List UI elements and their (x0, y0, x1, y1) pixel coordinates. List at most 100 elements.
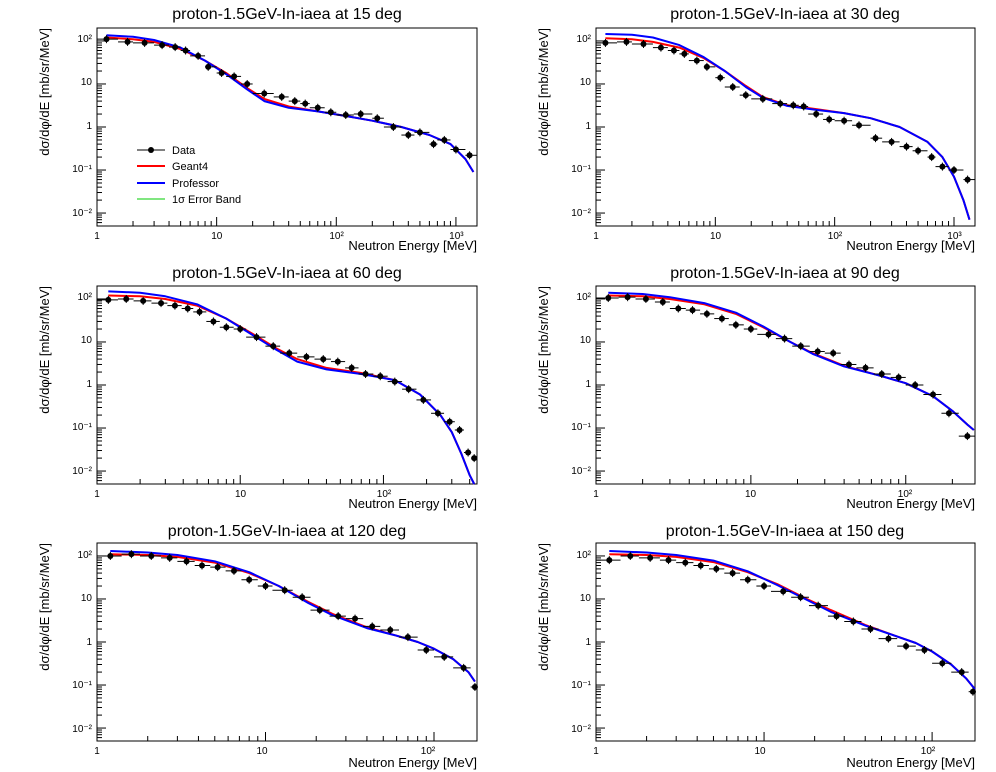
data-point (878, 371, 885, 378)
data-point (903, 643, 910, 650)
x-tick-label: 10² (921, 746, 936, 757)
data-point (465, 449, 472, 456)
data-point (105, 296, 112, 303)
data-point (374, 115, 381, 122)
data-point (856, 122, 863, 129)
x-tick-label: 10² (828, 231, 843, 242)
data-point (888, 138, 895, 145)
data-point (826, 116, 833, 123)
y-tick-label: 10² (577, 550, 592, 561)
data-point (210, 318, 217, 325)
data-point (196, 308, 203, 315)
x-tick-label: 1 (94, 746, 100, 757)
data-point (434, 410, 441, 417)
data-point (246, 576, 253, 583)
data-point (689, 307, 696, 314)
plot-frame (595, 542, 976, 742)
data-point (640, 40, 647, 47)
x-tick-label: 1 (593, 746, 599, 757)
axis-ticks (96, 27, 457, 227)
data-point (964, 176, 971, 183)
panel-title: proton-1.5GeV-In-iaea at 120 deg (168, 523, 406, 540)
data-point (624, 294, 631, 301)
x-tick-label: 1 (94, 231, 100, 242)
data-point (744, 576, 751, 583)
y-tick-label: 10 (81, 335, 93, 346)
x-tick-label: 10 (256, 746, 268, 757)
data-point (452, 146, 459, 153)
data-point (159, 42, 166, 49)
x-tick-label: 1 (94, 489, 100, 500)
axis-ticks (595, 542, 933, 742)
axis-ticks (96, 542, 435, 742)
data-point (183, 558, 190, 565)
data-point (930, 391, 937, 398)
data-point (729, 570, 736, 577)
data-point (872, 135, 879, 142)
data-point (830, 350, 837, 357)
data-point (790, 102, 797, 109)
data-point (815, 602, 822, 609)
data-point (850, 618, 857, 625)
data-point (814, 348, 821, 355)
legend-data-marker (148, 147, 154, 153)
data-point (471, 683, 478, 690)
data-point (670, 47, 677, 54)
y-tick-label: 10² (78, 34, 93, 45)
axis-ticks (96, 285, 471, 485)
data-point (334, 358, 341, 365)
data-point (659, 298, 666, 305)
plot-marks (596, 550, 976, 696)
data-point (270, 343, 277, 350)
data-point (903, 143, 910, 150)
legend-data-label: Data (172, 145, 196, 157)
data-point (657, 44, 664, 51)
plot-marks (97, 290, 478, 485)
data-point (713, 565, 720, 572)
data-point (171, 302, 178, 309)
axis-ticks (595, 285, 953, 485)
y-axis-label: dσ/dφ/dE [mb/sr/MeV] (536, 286, 551, 414)
data-point (261, 90, 268, 97)
data-point (928, 154, 935, 161)
data-point (969, 688, 976, 695)
data-point (103, 36, 110, 43)
geant4-curve (108, 294, 476, 485)
data-point (759, 95, 766, 102)
data-point (742, 92, 749, 99)
plot-frame (595, 27, 976, 227)
x-tick-label: 10² (421, 746, 436, 757)
data-point (141, 39, 148, 46)
data-point (253, 334, 260, 341)
y-tick-label: 10⁻² (72, 724, 92, 735)
legend-band-label: 1σ Error Band (172, 194, 241, 206)
y-tick-label: 10⁻² (571, 724, 591, 735)
y-tick-label: 10⁻¹ (72, 422, 92, 433)
data-point (460, 664, 467, 671)
data-point (166, 554, 173, 561)
geant4-curve (110, 553, 476, 683)
data-point (223, 324, 230, 331)
y-tick-label: 10⁻¹ (571, 680, 591, 691)
data-point (182, 47, 189, 54)
data-point (895, 374, 902, 381)
data-point (777, 100, 784, 107)
data-point (244, 80, 251, 87)
plot-frame (96, 27, 478, 227)
y-tick-label: 10⁻² (72, 466, 92, 477)
data-point (205, 63, 212, 70)
y-tick-label: 10⁻¹ (571, 422, 591, 433)
geant4-curve (608, 294, 975, 431)
data-point (945, 410, 952, 417)
data-point (862, 364, 869, 371)
data-point (405, 132, 412, 139)
data-point (747, 326, 754, 333)
data-point (316, 607, 323, 614)
x-axis-label: Neutron Energy [MeV] (348, 238, 477, 253)
x-tick-label: 10³ (947, 231, 962, 242)
panel-title: proton-1.5GeV-In-iaea at 30 deg (670, 6, 900, 23)
y-tick-label: 10 (580, 77, 592, 88)
data-point (342, 112, 349, 119)
y-tick-label: 1 (585, 637, 591, 648)
